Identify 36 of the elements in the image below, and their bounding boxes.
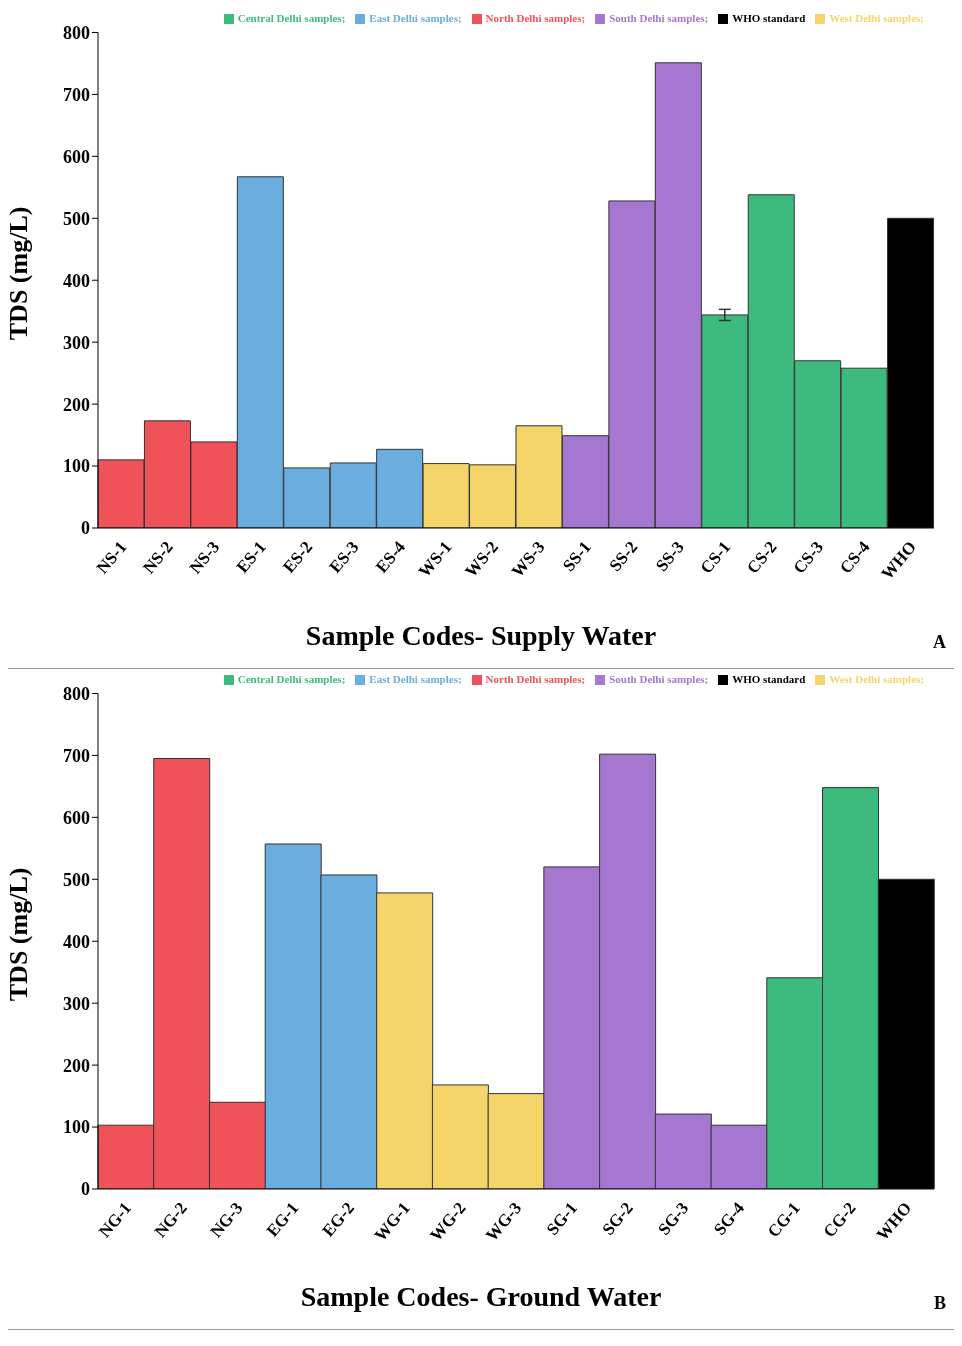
legend-label: East Delhi samples; [369, 12, 462, 24]
x-axis-title: Sample Codes- Supply Water [305, 620, 657, 651]
legend-label: South Delhi samples; [609, 12, 709, 24]
y-tick-label: 700 [63, 84, 90, 105]
legend-label: WHO standard [732, 12, 806, 24]
legend-label: East Delhi samples; [369, 673, 462, 685]
legend-label: South Delhi samples; [609, 673, 709, 685]
x-axis-title: Sample Codes- Ground Water [300, 1281, 662, 1312]
y-tick-label: 400 [63, 270, 90, 291]
legend-label: West Delhi samples; [829, 12, 924, 24]
y-tick-label: 200 [63, 1055, 90, 1076]
y-tick-label: 700 [63, 745, 90, 766]
legend-label: Central Delhi samples; [237, 673, 346, 685]
y-tick-label: 0 [81, 1179, 90, 1200]
y-tick-label: 0 [81, 518, 90, 539]
y-tick-label: 300 [63, 993, 90, 1014]
y-tick-label: 100 [63, 456, 90, 477]
text: A [933, 632, 946, 653]
legend-label: WHO standard [732, 673, 806, 685]
y-tick-label: 500 [63, 869, 90, 890]
y-tick-label: 200 [63, 394, 90, 415]
y-tick-label: 300 [63, 332, 90, 353]
y-tick-label: 800 [63, 683, 90, 704]
y-tick-label: 100 [63, 1117, 90, 1138]
y-tick-label: 500 [63, 208, 90, 229]
legend-label: West Delhi samples; [829, 673, 924, 685]
legend-label: Central Delhi samples; [237, 12, 346, 24]
y-tick-label: 400 [63, 931, 90, 952]
y-axis-title: TDS (mg/L) [4, 867, 34, 1002]
y-tick-label: 600 [63, 807, 90, 828]
y-tick-label: 800 [63, 22, 90, 43]
legend-label: North Delhi samples; [485, 12, 586, 24]
legend-label: North Delhi samples; [485, 673, 586, 685]
y-axis-title: TDS (mg/L) [4, 206, 34, 341]
y-tick-label: 600 [63, 146, 90, 167]
text: B [933, 1293, 946, 1314]
